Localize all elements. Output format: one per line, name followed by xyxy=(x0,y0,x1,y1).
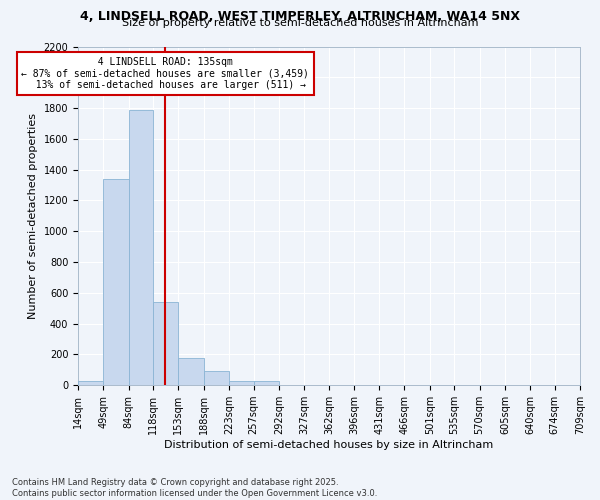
Bar xyxy=(128,110,153,385)
Text: 4 LINDSELL ROAD: 135sqm  
← 87% of semi-detached houses are smaller (3,459)
  13: 4 LINDSELL ROAD: 135sqm ← 87% of semi-de… xyxy=(22,58,310,90)
Bar xyxy=(153,302,178,385)
Bar xyxy=(229,380,254,385)
Bar xyxy=(254,382,279,385)
Bar xyxy=(203,372,229,385)
Text: 4, LINDSELL ROAD, WEST TIMPERLEY, ALTRINCHAM, WA14 5NX: 4, LINDSELL ROAD, WEST TIMPERLEY, ALTRIN… xyxy=(80,10,520,23)
Y-axis label: Number of semi-detached properties: Number of semi-detached properties xyxy=(28,113,38,319)
Text: Contains HM Land Registry data © Crown copyright and database right 2025.
Contai: Contains HM Land Registry data © Crown c… xyxy=(12,478,377,498)
Bar xyxy=(103,179,128,385)
Text: Size of property relative to semi-detached houses in Altrincham: Size of property relative to semi-detach… xyxy=(122,18,478,28)
Bar xyxy=(178,358,203,385)
X-axis label: Distribution of semi-detached houses by size in Altrincham: Distribution of semi-detached houses by … xyxy=(164,440,494,450)
Bar xyxy=(78,380,103,385)
